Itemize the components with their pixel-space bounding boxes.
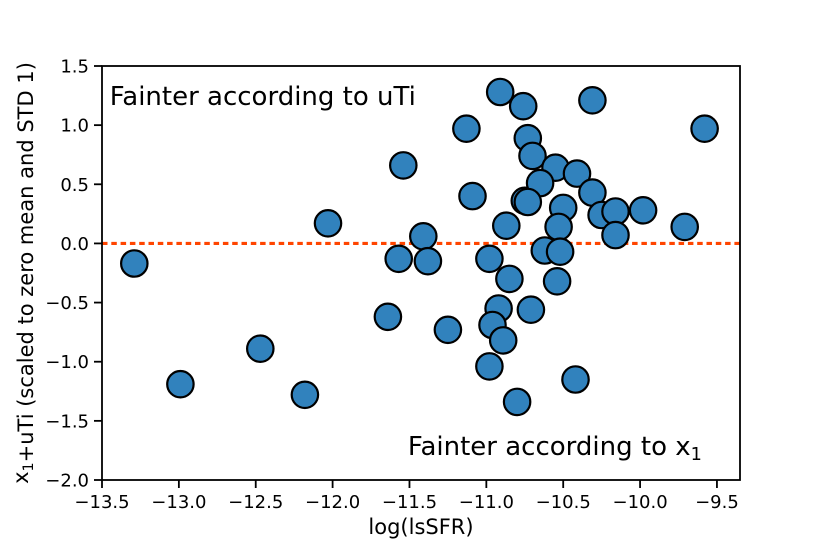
- y-tick-label: 1.0: [60, 116, 89, 137]
- scatter-point: [475, 244, 504, 274]
- scatter-point: [452, 114, 481, 143]
- x-tick-label: −10.5: [536, 492, 591, 513]
- y-axis-label: x1+uTi (scaled to zero mean and STD 1): [9, 62, 38, 484]
- scatter-point: [388, 151, 418, 180]
- x-axis: −13.5 −13.0 −12.5 −12.0 −11.5 −11.0 −10.5 −10.0…: [74, 480, 739, 513]
- y-axis: 1.5 1.0 0.5 0.0 −0.5 −1.0 −1.5 −2.0: [45, 57, 102, 492]
- x-axis-label: log(lsSFR): [368, 515, 473, 539]
- scatter-point: [475, 352, 504, 381]
- scatter-point: [488, 326, 518, 355]
- scatter-point: [433, 315, 463, 345]
- scatter-point: [408, 222, 438, 251]
- y-tick-label: −1.0: [45, 352, 89, 373]
- x-tick-label: −13.5: [74, 492, 129, 513]
- scatter-point: [491, 211, 521, 240]
- scatter-point: [502, 387, 532, 417]
- x-tick-label: −13.0: [151, 492, 206, 513]
- scatter-point: [601, 197, 630, 226]
- scatter-point: [458, 181, 487, 211]
- scatter-point: [513, 187, 543, 217]
- scatter-point: [578, 86, 607, 115]
- scatter-point: [313, 209, 343, 238]
- plot-area-border: [101, 65, 741, 481]
- scatter-point: [670, 212, 699, 242]
- scatter-points: [120, 77, 719, 417]
- scatter-point: [544, 212, 573, 242]
- subscript: 1: [691, 445, 702, 465]
- x-tick-label: −12.5: [228, 492, 283, 513]
- scatter-point: [495, 264, 524, 294]
- scatter-point: [245, 334, 275, 363]
- scatter-point: [628, 196, 658, 225]
- y-tick-label: −2.0: [45, 471, 89, 492]
- scatter-point: [516, 295, 546, 324]
- scatter-point: [485, 77, 515, 107]
- y-tick-label: 0.5: [60, 175, 89, 196]
- scatter-point: [542, 266, 572, 296]
- x-tick-label: −11.0: [459, 492, 514, 513]
- x-tick-label: −11.5: [382, 492, 437, 513]
- scatter-point: [290, 380, 320, 410]
- annotation-upper-left: Fainter according to uTi: [110, 82, 416, 112]
- scatter-point: [508, 91, 538, 121]
- scatter-point: [120, 249, 149, 278]
- scatter-point: [601, 220, 630, 250]
- x-tick-label: −9.5: [695, 492, 739, 513]
- y-tick-label: −0.5: [45, 293, 89, 314]
- scatter-point: [413, 246, 443, 276]
- scatter-point: [166, 369, 195, 399]
- scatter-point: [373, 302, 403, 332]
- y-tick-label: 0.0: [60, 234, 89, 255]
- x-tick-label: −10.0: [612, 492, 667, 513]
- scatter-point: [518, 141, 547, 171]
- scatter-point: [545, 237, 575, 266]
- scatter-point: [384, 244, 413, 274]
- scatter-point: [690, 114, 719, 143]
- scatter-point: [561, 365, 590, 394]
- y-tick-label: −1.5: [45, 411, 89, 432]
- scatter-point: [562, 159, 592, 188]
- subscript: 1: [21, 462, 37, 471]
- y-tick-label: 1.5: [60, 57, 89, 78]
- annotation-lower-right: Fainter according to x1: [408, 432, 702, 465]
- x-tick-label: −12.0: [305, 492, 360, 513]
